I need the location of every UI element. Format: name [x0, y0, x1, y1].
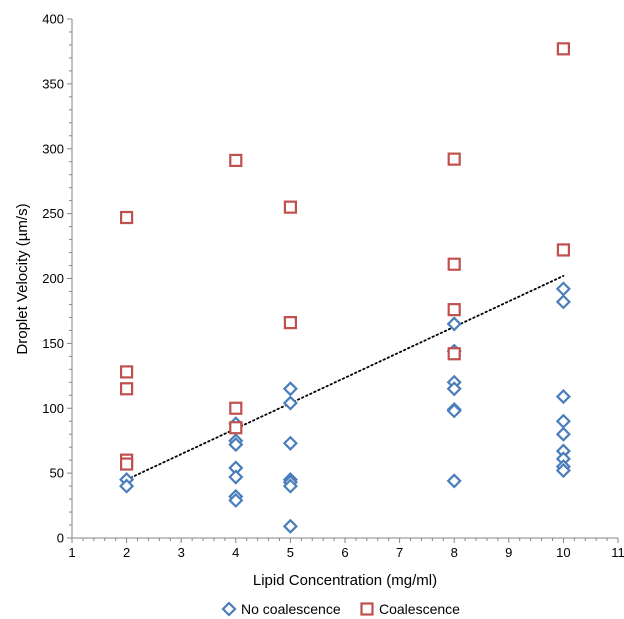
y-tick-label: 100: [42, 401, 64, 416]
coalescence-point: [229, 401, 243, 415]
coalescence-point: [283, 316, 297, 330]
no-coalescence-point: [555, 413, 571, 429]
coalescence-point: [283, 200, 297, 214]
no-coalescence-point: [282, 435, 298, 451]
no-coalescence-point: [282, 518, 298, 534]
coalescence-point: [556, 42, 571, 56]
legend-square-marker: [360, 602, 374, 616]
no-coalescence-point: [555, 294, 571, 310]
no-coalescence-point: [282, 381, 298, 397]
no-coalescence-point: [282, 395, 298, 411]
x-tick-label: 4: [232, 545, 239, 560]
coalescence-point: [229, 153, 243, 168]
legend: No coalescence Coalescence: [221, 601, 460, 617]
x-tick-label: 11: [611, 545, 624, 560]
x-tick-label: 3: [178, 545, 185, 560]
y-tick-label: 150: [42, 336, 64, 351]
axes: 0 50 100 150 200 250 300 350 400 1 2 3 4 5 6 7 8 9 10 11: [42, 12, 624, 561]
legend-diamond-marker: [221, 601, 237, 617]
y-tick-label: 300: [42, 141, 64, 156]
no-coalescence-point: [446, 381, 462, 397]
no-coalescence-point: [228, 437, 244, 453]
x-tick-label: 6: [341, 545, 348, 560]
coalescence-point: [447, 257, 461, 271]
no-coalescence-point: [119, 478, 135, 494]
legend-label: Coalescence: [379, 601, 460, 617]
coalescence-point: [119, 457, 134, 471]
no-coalescence-point: [555, 462, 571, 479]
trendline: [125, 275, 565, 481]
coalescence-point: [556, 243, 571, 257]
x-tick-label: 5: [287, 545, 294, 560]
x-tick-label: 7: [396, 545, 403, 560]
coalescence-point: [119, 382, 134, 396]
y-tick-label: 350: [42, 76, 64, 91]
no-coalescence-point: [446, 473, 462, 489]
no-coalescence-point: [228, 469, 244, 485]
coalescence-point: [119, 365, 134, 379]
no-coalescence-point: [555, 389, 571, 405]
y-tick-label: 400: [42, 12, 64, 27]
legend-label: No coalescence: [241, 601, 341, 617]
x-axis-title: Lipid Concentration (mg/ml): [253, 572, 437, 589]
coalescence-point: [119, 210, 134, 225]
y-tick-label: 0: [57, 531, 64, 546]
x-tick-label: 8: [451, 545, 458, 560]
x-tick-label: 2: [123, 545, 130, 560]
coalescence-point: [447, 152, 461, 166]
y-axis-title: Droplet Velocity (µm/s): [14, 203, 31, 354]
no-coalescence-point: [446, 316, 462, 332]
no-coalescence-point: [555, 281, 571, 297]
no-coalescence-point: [555, 426, 571, 442]
no-coalescence-point: [228, 492, 244, 508]
y-tick-label: 50: [50, 466, 64, 481]
coalescence-point: [229, 421, 243, 435]
y-tick-label: 250: [42, 206, 64, 221]
trendline-group: [125, 275, 565, 481]
y-tick-label: 200: [42, 271, 64, 286]
no-coalescence-point: [446, 403, 462, 419]
x-tick-label: 10: [556, 545, 570, 560]
no-coalescence-point: [282, 478, 298, 494]
coalescence-point: [447, 347, 461, 361]
coalescence-point: [447, 303, 461, 317]
data-points: [119, 42, 571, 534]
x-tick-label: 1: [68, 545, 75, 560]
x-tick-label: 9: [505, 545, 512, 560]
